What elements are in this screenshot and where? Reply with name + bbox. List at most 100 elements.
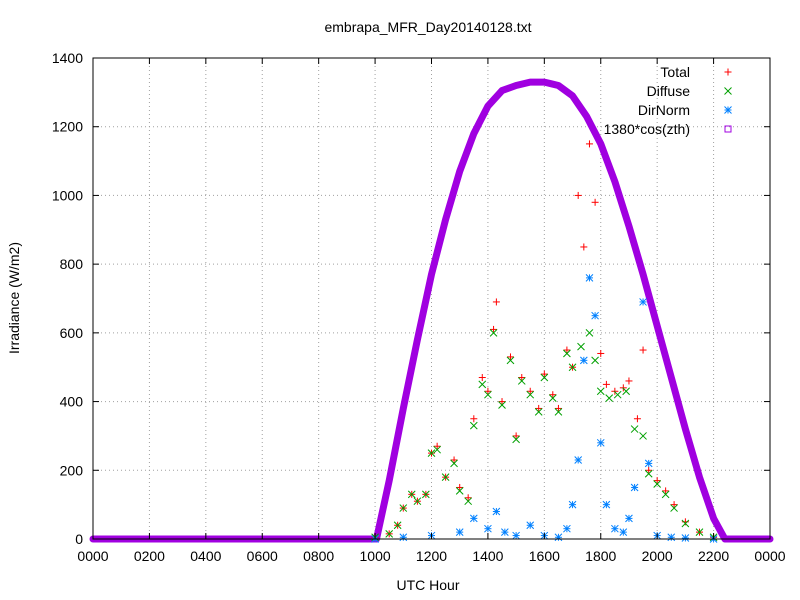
point-star — [492, 507, 501, 516]
point-plus — [580, 243, 588, 251]
point-x — [498, 401, 506, 409]
point-x — [478, 380, 487, 389]
point-x — [399, 504, 408, 512]
point-x — [441, 473, 450, 482]
point-x — [484, 390, 492, 399]
point-x — [464, 497, 473, 506]
point-plus — [681, 518, 689, 526]
x-tick-label: 0600 — [247, 548, 278, 564]
point-x — [517, 377, 526, 385]
point-star — [526, 521, 535, 530]
point-x — [427, 449, 436, 457]
point-star — [579, 356, 588, 365]
point-x — [568, 363, 577, 372]
legend-label: Total — [660, 64, 690, 80]
point-plus — [498, 398, 506, 406]
point-star — [602, 500, 611, 509]
point-star — [455, 528, 464, 536]
point-star — [500, 528, 509, 536]
point-plus — [602, 380, 610, 388]
point-x — [512, 435, 520, 444]
point-x — [630, 425, 639, 433]
x-tick-label: 2200 — [698, 548, 729, 564]
point-x — [563, 349, 571, 358]
point-x — [681, 519, 690, 528]
point-x — [670, 504, 678, 512]
legend-marker — [724, 125, 732, 133]
series-layer — [371, 140, 718, 543]
point-plus — [625, 377, 633, 385]
point-x — [591, 356, 599, 365]
point-plus — [574, 191, 582, 199]
y-tick-label: 600 — [60, 325, 84, 341]
point-star — [563, 524, 571, 533]
point-plus — [597, 349, 605, 357]
point-plus — [540, 370, 548, 378]
point-x — [455, 487, 464, 495]
point-plus — [484, 387, 492, 395]
point-star — [644, 459, 653, 468]
point-star — [591, 311, 599, 320]
point-plus — [450, 456, 458, 464]
x-tick-label: 0200 — [134, 548, 165, 564]
point-star — [681, 534, 690, 542]
point-x — [695, 528, 704, 536]
legend-marker — [724, 106, 732, 114]
y-tick-label: 400 — [60, 394, 84, 410]
point-plus — [518, 374, 526, 382]
point-plus — [670, 501, 678, 509]
x-axis-label: UTC Hour — [396, 577, 459, 593]
point-x — [548, 394, 557, 402]
point-x — [653, 480, 662, 488]
point-plus — [433, 442, 441, 450]
point-plus — [591, 198, 599, 206]
cos-zth-curve — [89, 78, 774, 543]
point-plus — [653, 477, 661, 485]
chart-title: embrapa_MFR_Day20140128.txt — [324, 19, 531, 35]
point-x — [534, 408, 543, 416]
point-star — [399, 533, 408, 542]
point-x — [385, 529, 394, 538]
legend-marker — [724, 68, 732, 76]
x-tick-label: 1400 — [472, 548, 503, 564]
point-x — [489, 329, 498, 337]
point-x — [661, 490, 670, 499]
y-tick-label: 800 — [60, 256, 84, 272]
point-plus — [464, 494, 472, 502]
y-axis-label: Irradiance (W/m2) — [6, 242, 22, 354]
point-x — [644, 469, 653, 478]
x-tick-label: 1600 — [529, 548, 560, 564]
point-star — [630, 483, 639, 492]
point-x — [577, 342, 585, 351]
point-star — [574, 456, 583, 464]
point-x — [433, 445, 441, 454]
x-tick-label: 0000 — [77, 548, 108, 564]
x-tick-label: 2000 — [642, 548, 673, 564]
point-plus — [535, 404, 543, 412]
x-tick-label: 1000 — [360, 548, 391, 564]
legend-marker — [724, 87, 732, 95]
point-x — [554, 408, 563, 416]
y-axis-ticks: 0 200 400 600 800 1000 1200 1400 — [52, 50, 770, 547]
point-plus — [549, 391, 557, 399]
point-plus — [512, 432, 520, 440]
point-plus — [563, 346, 571, 354]
point-plus — [478, 374, 486, 382]
point-x — [622, 387, 630, 396]
legend-label: Diffuse — [647, 83, 691, 99]
point-star — [469, 514, 478, 523]
point-plus — [662, 487, 670, 495]
point-x — [605, 394, 614, 402]
y-tick-label: 0 — [75, 531, 83, 547]
point-plus — [639, 346, 647, 354]
legend: Total Diffuse DirNorm 1380*cos(zth) — [604, 64, 732, 137]
point-plus — [506, 353, 514, 361]
point-x — [407, 490, 416, 499]
point-x — [585, 329, 594, 337]
x-tick-label: 0400 — [190, 548, 221, 564]
point-plus — [554, 404, 562, 412]
point-plus — [633, 415, 641, 423]
point-plus — [645, 466, 653, 474]
x-tick-label: 1200 — [416, 548, 447, 564]
